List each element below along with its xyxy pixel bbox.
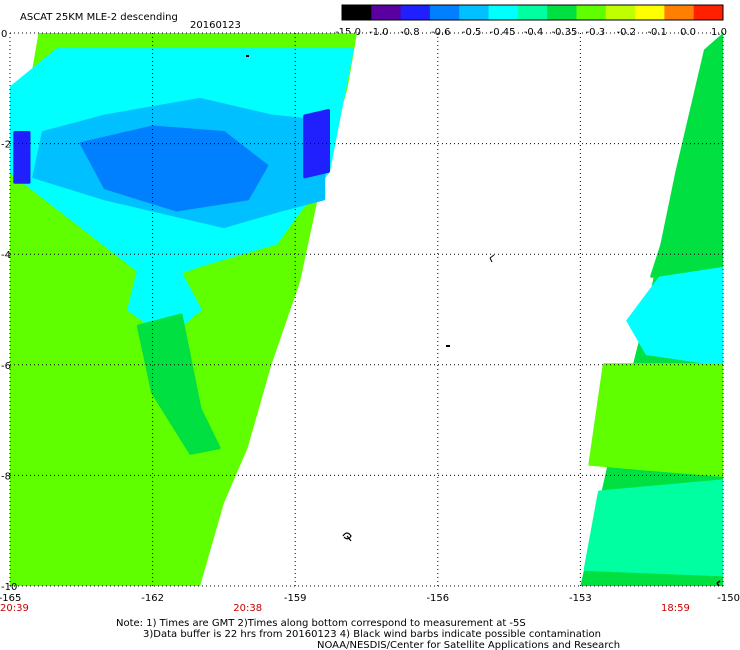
colorbar-swatch [459,5,490,20]
colorbar-frame [341,4,724,21]
colorbar-swatch [429,5,460,20]
colorbar-label: -0.3 [586,27,606,38]
y-tick-label: -4 [1,250,11,261]
colorbar-swatch [488,5,519,20]
note-line-3: NOAA/NESDIS/Center for Satellite Applica… [317,640,620,650]
colorbar-label: -15.0 [335,27,361,38]
wind-region [303,108,330,179]
chart-date: 20160123 [190,20,241,31]
y-tick-label: -10 [1,582,17,593]
colorbar-label: -0.6 [431,27,451,38]
x-tick-label: -165 [0,593,21,604]
wind-barb [489,254,495,263]
time-label: 20:39 [0,603,29,614]
grid [9,32,724,587]
wind-barb [342,532,352,542]
wind-region [136,313,221,455]
wind-region [650,114,723,278]
wind-region [79,125,269,212]
plot-area: -165 -162 -159 -156 -153 -150 0 -2 -4 -6 -8 -10 20… [0,29,740,614]
x-tick-label: -153 [569,593,592,604]
swath-west [10,33,357,586]
swath-layer [10,33,723,586]
wind-region [588,363,723,477]
colorbar-swatch [547,5,577,20]
x-tick-label: -159 [284,593,307,604]
note-line-2: 3)Data buffer is 22 hrs from 20160123 4)… [143,629,601,640]
colorbar-swatch [517,5,548,20]
swath-east [580,33,723,586]
y-tick-label: -6 [1,361,11,372]
x-tick-label: -162 [141,593,164,604]
colorbar-label: 0.0 [680,27,696,38]
y-tick-label: 0 [1,29,7,40]
colorbar: -15.0 -1.0 -0.8 -0.6 -0.5 -0.45 -0.4 -0.35 -0.3-… [335,4,727,38]
time-label: 20:38 [233,603,262,614]
x-tick-label: -156 [426,593,449,604]
colorbar-swatch [576,5,607,20]
colorbar-label: -0.5 [462,27,482,38]
time-label: 18:59 [661,603,690,614]
wind-region [13,131,31,184]
x-axis: -165 -162 -159 -156 -153 -150 [0,593,740,604]
y-axis: 0 -2 -4 -6 -8 -10 [1,29,17,593]
colorbar-swatch [693,5,724,20]
colorbar-swatch [342,5,372,20]
wind-region [583,479,723,577]
colorbar-swatch [371,5,402,20]
chart-title: ASCAT 25KM MLE-2 descending [20,12,178,23]
y-tick-label: -2 [1,140,11,151]
colorbar-swatch [400,5,431,20]
colorbar-label: -0.1 [647,27,667,38]
wind-barbs [246,55,721,587]
wind-barb [716,580,721,587]
note-line-1: Note: 1) Times are GMT 2)Times along bot… [116,618,526,629]
colorbar-label: -0.8 [400,27,420,38]
colorbar-swatch [635,5,665,20]
colorbar-swatch [605,5,636,20]
colorbar-label: -0.4 [524,27,544,38]
y-tick-label: -8 [1,471,11,482]
x-tick-label: -150 [717,593,740,604]
time-labels: 20:39 20:38 18:59 [0,603,690,614]
colorbar-label: -0.35 [551,27,577,38]
colorbar-swatch [664,5,695,20]
